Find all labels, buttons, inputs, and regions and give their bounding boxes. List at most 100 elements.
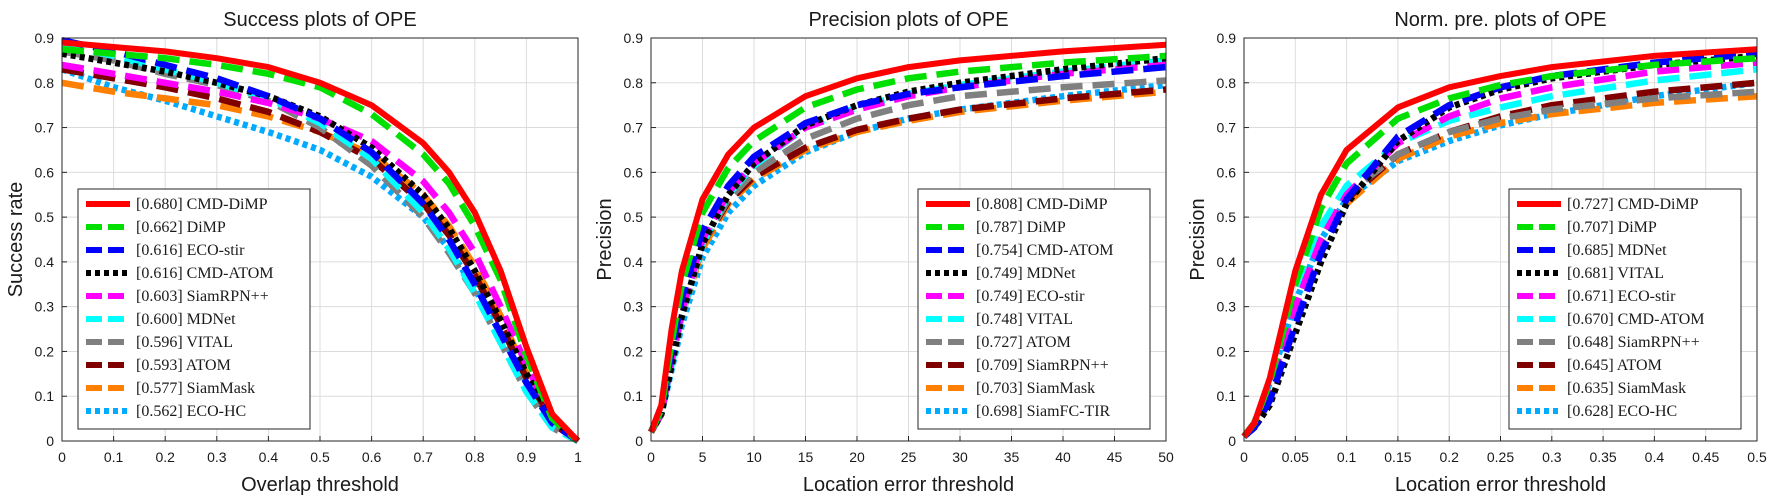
legend: [0.680] CMD-DiMP [0.662] DiMP [0.616] ECO-… xyxy=(77,188,311,430)
legend-entry: [0.603] SiamRPN++ xyxy=(136,288,269,305)
series-line-cmd-dimp xyxy=(1241,46,1758,439)
y-tick-label: 0.7 xyxy=(1217,120,1237,136)
y-tick-label: 0 xyxy=(1228,433,1236,449)
x-axis-label: Location error threshold xyxy=(803,474,1014,496)
x-tick-label: 0.9 xyxy=(517,449,537,465)
y-tick-label: 0.2 xyxy=(1217,343,1237,359)
y-tick-label: 0.3 xyxy=(35,299,55,315)
y-tick-label: 0.9 xyxy=(624,30,644,46)
y-tick-label: 0.4 xyxy=(35,254,55,270)
y-tick-label: 0.5 xyxy=(1217,209,1237,225)
x-tick-label: 0.15 xyxy=(1384,449,1411,465)
y-tick-label: 0.4 xyxy=(1217,254,1237,270)
x-tick-label: 0 xyxy=(58,449,66,465)
chart-title: Norm. pre. plots of OPE xyxy=(1394,9,1606,31)
series-line-dimp xyxy=(61,45,581,444)
x-tick-label: 0.7 xyxy=(413,449,433,465)
legend-entry: [0.749] MDNet xyxy=(976,265,1076,282)
legend-entry: [0.670] CMD-ATOM xyxy=(1567,311,1704,328)
axes-box xyxy=(650,37,1167,442)
x-tick-label: 40 xyxy=(1055,449,1071,465)
x-tick-label: 0.4 xyxy=(259,449,279,465)
series-line-cmd-dimp xyxy=(61,39,581,444)
legend-entry: [0.628] ECO-HC xyxy=(1567,403,1677,420)
x-tick-label: 25 xyxy=(901,449,917,465)
y-tick-label: 0.3 xyxy=(624,299,644,315)
y-tick-label: 0.9 xyxy=(35,30,55,46)
y-axis-label: Precision xyxy=(1187,198,1209,280)
x-tick-label: 0.5 xyxy=(1747,449,1767,465)
legend-entry: [0.685] MDNet xyxy=(1567,242,1667,259)
chart-panel-3: 0 0.05 0.1 0.15 0.2 0.25 0.3 0.35 0.4 0.45 0.5 0 0.1… xyxy=(1187,9,1767,496)
chart-panel-1: 0 0.1 0.2 0.3 0.4 0.5 0.6 0.7 0.8 0.9 1 0 0.1 0.2 0.3 0… xyxy=(5,9,582,496)
chart-title: Precision plots of OPE xyxy=(808,9,1008,31)
series-line-mdnet xyxy=(1241,50,1758,439)
legend-entry: [0.616] CMD-ATOM xyxy=(136,265,273,282)
legend-entry: [0.593] ATOM xyxy=(136,357,231,374)
x-tick-label: 50 xyxy=(1158,449,1174,465)
x-tick-label: 1 xyxy=(574,449,582,465)
series-line-cmd-dimp xyxy=(648,41,1167,434)
legend-entry: [0.635] SiamMask xyxy=(1567,380,1686,397)
legend-entry: [0.707] DiMP xyxy=(1567,219,1657,236)
legend-entry: [0.562] ECO-HC xyxy=(136,403,246,420)
y-tick-label: 0.9 xyxy=(1217,30,1237,46)
legend-entry: [0.727] CMD-DiMP xyxy=(1567,196,1699,213)
y-tick-label: 0.8 xyxy=(35,75,55,91)
y-axis-label: Precision xyxy=(594,198,616,280)
x-tick-label: 0.35 xyxy=(1589,449,1616,465)
y-tick-label: 0.3 xyxy=(1217,299,1237,315)
x-tick-label: 10 xyxy=(746,449,762,465)
legend-entry: [0.671] ECO-stir xyxy=(1567,288,1676,305)
legend: [0.808] CMD-DiMP [0.787] DiMP [0.754] CMD-… xyxy=(917,188,1151,430)
series-group xyxy=(1241,46,1758,439)
x-tick-label: 0.45 xyxy=(1692,449,1719,465)
legend-entry: [0.577] SiamMask xyxy=(136,380,255,397)
x-tick-label: 0.3 xyxy=(1542,449,1562,465)
y-tick-label: 0.5 xyxy=(35,209,55,225)
x-tick-label: 30 xyxy=(952,449,968,465)
legend-entry: [0.703] SiamMask xyxy=(976,380,1095,397)
x-tick-label: 0.3 xyxy=(207,449,227,465)
series-line-eco-stir xyxy=(61,37,580,444)
x-tick-label: 5 xyxy=(699,449,707,465)
series-line-vital xyxy=(61,48,580,444)
x-axis-label: Location error threshold xyxy=(1395,474,1606,496)
x-tick-label: 0.1 xyxy=(104,449,124,465)
legend-entry: [0.748] VITAL xyxy=(976,311,1073,328)
x-tick-label: 15 xyxy=(798,449,814,465)
legend-entry: [0.662] DiMP xyxy=(136,219,226,236)
x-tick-label: 35 xyxy=(1004,449,1020,465)
series-line-siamrpn- xyxy=(61,61,581,444)
series-group xyxy=(60,37,581,444)
y-tick-label: 0.1 xyxy=(35,388,55,404)
legend-entry: [0.698] SiamFC-TIR xyxy=(976,403,1111,420)
legend-entry: [0.727] ATOM xyxy=(976,334,1071,351)
chart-panel-2: 0 5 10 15 20 25 30 35 40 45 50 0 0.1 0.2 0.3 0.4 0.5 0.6 0… xyxy=(594,9,1174,496)
y-tick-label: 0.4 xyxy=(624,254,644,270)
x-axis-label: Overlap threshold xyxy=(241,474,399,496)
legend-entry: [0.596] VITAL xyxy=(136,334,233,351)
x-tick-label: 0.8 xyxy=(465,449,485,465)
x-tick-label: 20 xyxy=(849,449,865,465)
legend-entry: [0.681] VITAL xyxy=(1567,265,1664,282)
legend-entry: [0.787] DiMP xyxy=(976,219,1066,236)
y-tick-label: 0.6 xyxy=(624,164,644,180)
x-tick-label: 0.25 xyxy=(1487,449,1514,465)
axes-box xyxy=(61,37,579,442)
x-tick-label: 0.2 xyxy=(155,449,175,465)
y-tick-label: 0.5 xyxy=(624,209,644,225)
series-line-mdnet xyxy=(648,54,1167,434)
y-tick-label: 0.6 xyxy=(1217,164,1237,180)
x-tick-label: 0.2 xyxy=(1439,449,1459,465)
y-tick-label: 0.7 xyxy=(35,120,55,136)
y-tick-label: 0.1 xyxy=(1217,388,1237,404)
legend-entry: [0.616] ECO-stir xyxy=(136,242,245,259)
chart-title: Success plots of OPE xyxy=(223,9,416,31)
series-line-cmd-atom xyxy=(61,50,581,444)
x-tick-label: 0.4 xyxy=(1645,449,1665,465)
legend-entry: [0.648] SiamRPN++ xyxy=(1567,334,1700,351)
y-tick-label: 0.1 xyxy=(624,388,644,404)
series-group xyxy=(648,41,1167,434)
